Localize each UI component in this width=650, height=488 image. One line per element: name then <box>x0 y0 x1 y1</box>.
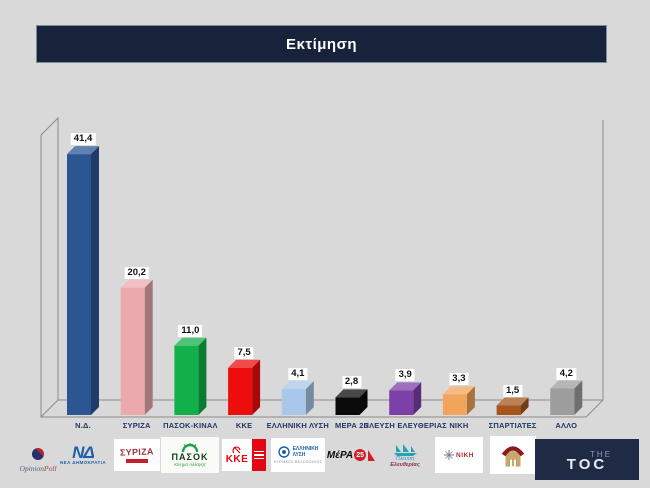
bar-kke-side <box>252 359 261 415</box>
bar-mera25-top <box>335 389 368 398</box>
bar-pasok-kinal-side <box>198 337 207 415</box>
value-label-nd: 41,4 <box>70 133 96 146</box>
bar-plefsi-eleftherias-top <box>389 382 422 391</box>
thetoc-the-text: THE <box>590 449 612 459</box>
thetoc-logo: THE TOC <box>535 439 639 480</box>
category-label-spartiates: ΣΠΑΡΤΙΑΤΕΣ <box>488 421 537 430</box>
value-label-pasok-kinal: 11,0 <box>178 324 203 337</box>
plefsi-line1: Πλεύση <box>395 455 415 462</box>
bar-niki-top <box>442 386 475 395</box>
bar-mera25-front <box>335 397 360 415</box>
bar-elliniki-lysi-side <box>305 381 314 415</box>
elliniki-lysi-line1: ΕΛΛΗΝΙΚΗ <box>292 446 319 452</box>
bar-syriza-side <box>144 279 153 415</box>
spartiates-logo <box>483 436 543 474</box>
pasok-wordmark: ΠΑΣΟΚ <box>171 452 209 462</box>
bar-allo-side <box>574 380 583 415</box>
category-label-syriza: ΣΥΡΙΖΑ <box>122 421 151 430</box>
bar-plefsi-eleftherias-side <box>413 382 422 415</box>
mera25-number-badge: 25 <box>354 449 367 461</box>
category-label-allo: ΑΛΛΟ <box>555 421 578 430</box>
kke-hammer-sickle-icon <box>232 446 241 454</box>
plefsi-eleftherias-logo: Πλεύση Ελευθερίας <box>375 437 435 473</box>
value-label-plefsi-eleftherias: 3,9 <box>395 369 415 382</box>
kke-wordmark: ΚΚΕ <box>225 454 249 465</box>
category-label-nd: Ν.Δ. <box>75 421 91 430</box>
mera25-sail-icon <box>368 449 376 461</box>
value-label-spartiates: 1,5 <box>502 384 523 397</box>
bar-allo-front <box>550 388 575 415</box>
elliniki-lysi-emblem-icon <box>277 446 290 458</box>
bar-allo-top <box>550 380 583 389</box>
niki-wordmark: ΝΙΚΗ <box>456 451 474 459</box>
bar-syriza-top <box>120 279 153 288</box>
spartan-helmet-icon <box>501 446 525 467</box>
bars-layer <box>67 146 583 415</box>
plefsi-ship-icon <box>394 443 417 456</box>
nd-caption: ΝΕΑ ΔΗΜΟΚΡΑΤΙΑ <box>60 460 106 465</box>
bar-elliniki-lysi-top <box>281 381 314 390</box>
category-label-pasok-kinal: ΠΑΣΟΚ-ΚΙΝΑΛ <box>163 421 218 430</box>
niki-star-icon <box>444 450 455 460</box>
kke-logo: ΚΚΕ <box>214 437 274 473</box>
value-label-niki: 3,3 <box>449 373 469 386</box>
bar-nd-side <box>91 146 99 415</box>
bar-pasok-kinal-front <box>174 345 199 415</box>
bar-spartiates-side <box>520 397 529 415</box>
opinionpoll-text-opinion: Opinion <box>19 464 45 473</box>
value-label-syriza: 20,2 <box>124 266 149 279</box>
right-floor-diagonal <box>585 399 604 418</box>
bar-niki-side <box>466 386 475 415</box>
syriza-wordmark: ΣΥΡΙΖΑ <box>119 446 155 458</box>
syriza-red-strip <box>126 459 148 463</box>
plefsi-line2: Ελευθερίας <box>390 461 420 468</box>
opinionpoll-sphere-icon <box>32 448 44 460</box>
bar-spartiates-top <box>496 397 529 406</box>
opinionpoll-text-poll: Poll <box>44 464 57 473</box>
category-label-niki: ΝΙΚΗ <box>449 421 469 430</box>
nd-monogram-icon: ΝΔ <box>72 443 95 462</box>
syriza-logo: ΣΥΡΙΖΑ <box>107 437 167 473</box>
bar-kke-front <box>228 367 253 415</box>
category-label-plefsi-eleftherias: ΠΛΕΥΣΗ ΕΛΕΥΘΕΡΙΑΣ <box>363 421 447 430</box>
thetoc-toc-text: TOC <box>566 455 608 473</box>
bar-nd-front <box>67 154 91 415</box>
nd-logo: ΝΔ ΝΕΑ ΔΗΜΟΚΡΑΤΙΑ <box>53 437 113 473</box>
niki-logo: ΝΙΚΗ <box>429 437 489 473</box>
value-label-elliniki-lysi: 4,1 <box>288 368 308 381</box>
bar-plefsi-eleftherias-front <box>389 390 414 415</box>
bar-niki-front <box>442 394 467 415</box>
category-label-elliniki-lysi: ΕΛΛΗΝΙΚΗ ΛΥΣΗ <box>266 421 329 430</box>
kke-red-panel <box>252 439 266 471</box>
bar-elliniki-lysi-front <box>281 389 306 415</box>
opinionpoll-logo: OpinionPoll <box>8 448 68 473</box>
chart-title-bar: Εκτίμηση <box>36 25 607 63</box>
bar-mera25-side <box>359 389 368 415</box>
pasok-logo: ΠΑΣΟΚ Κίνημα Αλλαγής <box>160 437 220 473</box>
mera25-wordmark: ΜέΡΑ <box>326 449 354 461</box>
value-label-kke: 7,5 <box>234 346 254 359</box>
pasok-caption: Κίνημα Αλλαγής <box>174 462 206 467</box>
elliniki-lysi-logo: ΕΛΛΗΝΙΚΗ ΛΥΣΗ ΚΥΡΙΑΚΟΣ ΒΕΛΟΠΟΥΛΟΣ <box>268 437 328 473</box>
elliniki-lysi-caption: ΚΥΡΙΑΚΟΣ ΒΕΛΟΠΟΥΛΟΣ <box>273 460 323 464</box>
value-label-mera25: 2,8 <box>341 376 362 389</box>
bar-pasok-kinal-top <box>174 337 207 346</box>
elliniki-lysi-line2: ΛΥΣΗ <box>292 452 306 458</box>
mera25-logo: ΜέΡΑ 25 <box>321 437 381 473</box>
left-wall-outline <box>40 116 59 419</box>
bar-nd-top <box>67 146 99 155</box>
bar-kke-top <box>228 359 261 368</box>
bar-spartiates-front <box>496 405 521 415</box>
category-label-mera25: ΜΕΡΑ 25 <box>335 421 368 430</box>
value-label-allo: 4,2 <box>556 367 576 380</box>
pasok-sun-icon <box>181 443 199 452</box>
bar-syriza-front <box>120 287 145 415</box>
category-label-kke: ΚΚΕ <box>235 421 253 430</box>
chart-title: Εκτίμηση <box>286 35 357 53</box>
